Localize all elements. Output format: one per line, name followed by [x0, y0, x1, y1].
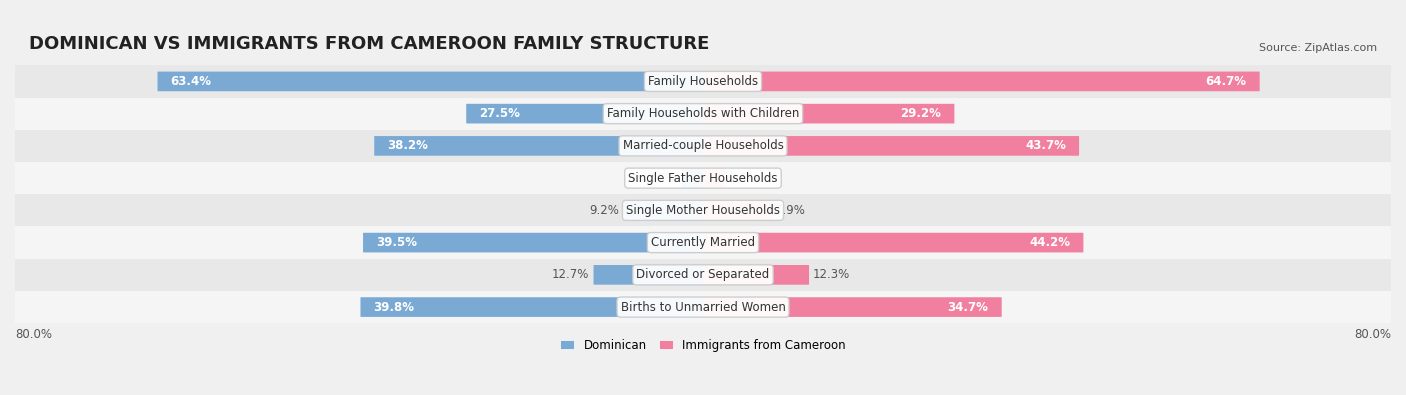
FancyBboxPatch shape: [7, 259, 1399, 291]
Text: 80.0%: 80.0%: [1354, 328, 1391, 341]
Text: 7.9%: 7.9%: [775, 204, 806, 217]
Text: Single Father Households: Single Father Households: [628, 171, 778, 184]
Legend: Dominican, Immigrants from Cameroon: Dominican, Immigrants from Cameroon: [555, 334, 851, 356]
Text: 64.7%: 64.7%: [1205, 75, 1247, 88]
Text: 12.7%: 12.7%: [553, 268, 589, 281]
FancyBboxPatch shape: [703, 168, 724, 188]
FancyBboxPatch shape: [7, 291, 1399, 323]
Text: 27.5%: 27.5%: [479, 107, 520, 120]
Text: 63.4%: 63.4%: [170, 75, 212, 88]
FancyBboxPatch shape: [157, 71, 703, 91]
FancyBboxPatch shape: [703, 233, 1084, 252]
Text: 39.5%: 39.5%: [377, 236, 418, 249]
Text: 34.7%: 34.7%: [948, 301, 988, 314]
Text: DOMINICAN VS IMMIGRANTS FROM CAMEROON FAMILY STRUCTURE: DOMINICAN VS IMMIGRANTS FROM CAMEROON FA…: [28, 36, 709, 53]
Text: Married-couple Households: Married-couple Households: [623, 139, 783, 152]
Text: Family Households with Children: Family Households with Children: [607, 107, 799, 120]
FancyBboxPatch shape: [7, 226, 1399, 259]
FancyBboxPatch shape: [374, 136, 703, 156]
Text: 29.2%: 29.2%: [900, 107, 941, 120]
FancyBboxPatch shape: [624, 201, 703, 220]
FancyBboxPatch shape: [703, 201, 772, 220]
FancyBboxPatch shape: [703, 136, 1078, 156]
Text: 38.2%: 38.2%: [388, 139, 429, 152]
Text: Currently Married: Currently Married: [651, 236, 755, 249]
Text: Family Households: Family Households: [648, 75, 758, 88]
FancyBboxPatch shape: [7, 194, 1399, 226]
FancyBboxPatch shape: [703, 71, 1260, 91]
FancyBboxPatch shape: [682, 168, 703, 188]
FancyBboxPatch shape: [7, 130, 1399, 162]
FancyBboxPatch shape: [7, 65, 1399, 98]
FancyBboxPatch shape: [703, 104, 955, 124]
Text: 2.5%: 2.5%: [728, 171, 759, 184]
FancyBboxPatch shape: [7, 98, 1399, 130]
Text: Single Mother Households: Single Mother Households: [626, 204, 780, 217]
Text: 80.0%: 80.0%: [15, 328, 52, 341]
Text: 12.3%: 12.3%: [813, 268, 851, 281]
FancyBboxPatch shape: [703, 297, 1001, 317]
Text: 2.5%: 2.5%: [647, 171, 678, 184]
FancyBboxPatch shape: [360, 297, 703, 317]
FancyBboxPatch shape: [593, 265, 703, 285]
Text: Births to Unmarried Women: Births to Unmarried Women: [620, 301, 786, 314]
Text: Source: ZipAtlas.com: Source: ZipAtlas.com: [1260, 43, 1378, 53]
FancyBboxPatch shape: [703, 265, 808, 285]
Text: 43.7%: 43.7%: [1025, 139, 1066, 152]
Text: 9.2%: 9.2%: [589, 204, 620, 217]
FancyBboxPatch shape: [363, 233, 703, 252]
FancyBboxPatch shape: [7, 162, 1399, 194]
Text: 44.2%: 44.2%: [1029, 236, 1070, 249]
Text: Divorced or Separated: Divorced or Separated: [637, 268, 769, 281]
FancyBboxPatch shape: [467, 104, 703, 124]
Text: 39.8%: 39.8%: [374, 301, 415, 314]
